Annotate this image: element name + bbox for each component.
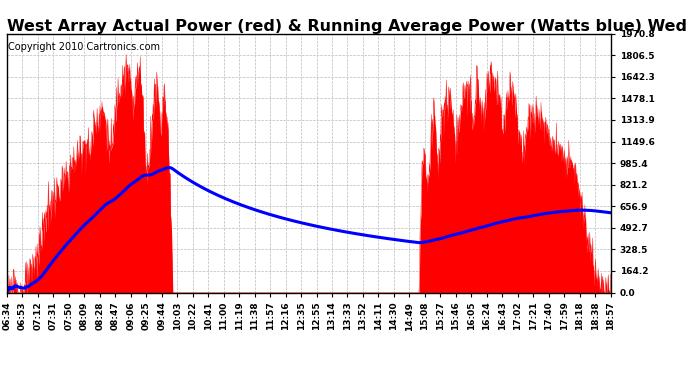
Text: Copyright 2010 Cartronics.com: Copyright 2010 Cartronics.com [8,42,160,51]
Text: West Array Actual Power (red) & Running Average Power (Watts blue) Wed Apr 21 19: West Array Actual Power (red) & Running … [7,19,690,34]
